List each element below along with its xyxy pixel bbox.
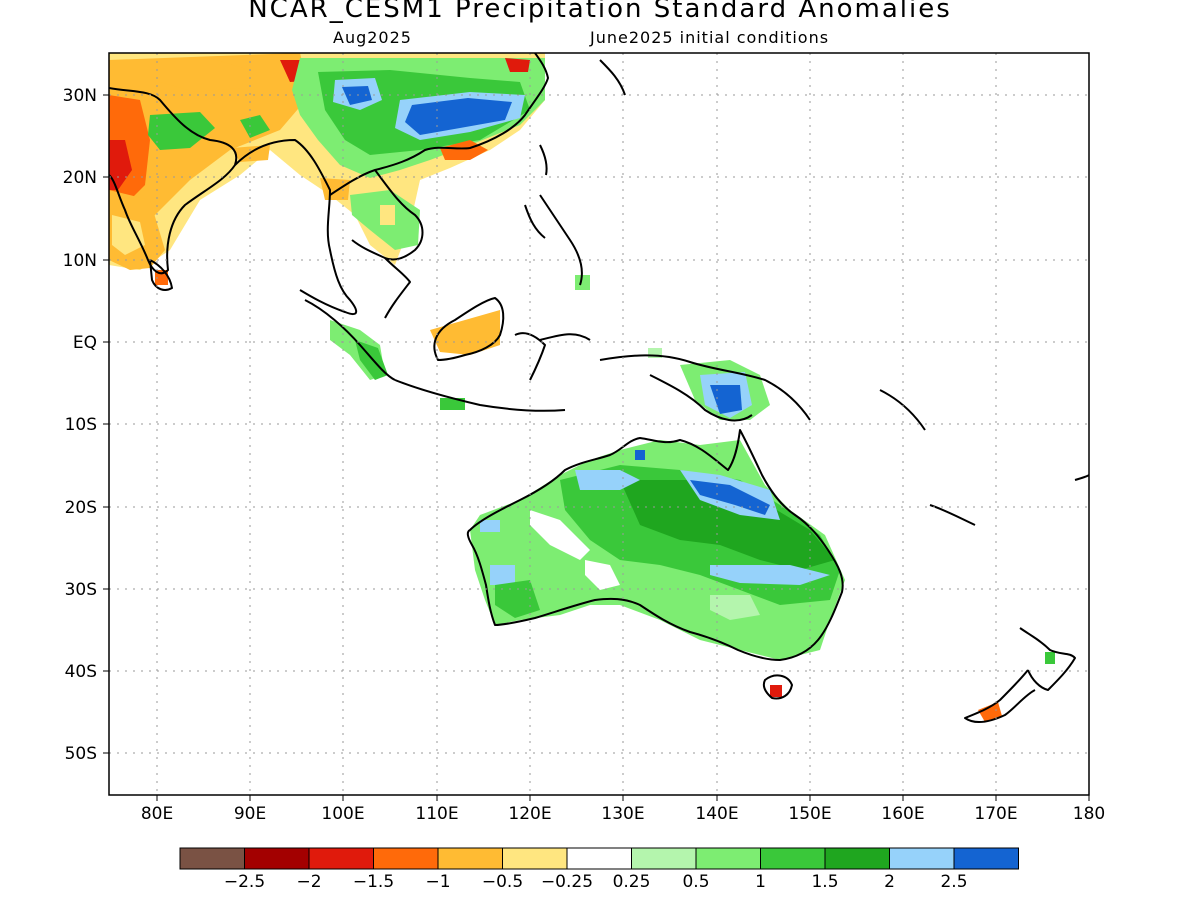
map-title: NCAR_CESM1 Precipitation Standard Anomal…	[248, 0, 952, 24]
legend-label: 0.25	[613, 872, 651, 892]
legend-swatch	[373, 847, 439, 870]
legend-swatch	[824, 847, 890, 870]
legend-label: −1.5	[353, 872, 394, 892]
lon-label: 140E	[695, 804, 738, 824]
lon-label: 150E	[788, 804, 831, 824]
legend-label: −2.5	[224, 872, 265, 892]
lat-label: 30N	[63, 86, 97, 106]
legend-swatch	[502, 847, 568, 870]
lon-label: 130E	[601, 804, 644, 824]
legend-label: 0.5	[682, 872, 709, 892]
maritime-anomalies	[330, 275, 770, 420]
lon-label: 180	[1073, 804, 1105, 824]
legend-swatch	[889, 847, 955, 870]
lon-label: 100E	[321, 804, 364, 824]
lon-label: 120E	[508, 804, 551, 824]
legend-swatch	[437, 847, 503, 870]
legend-swatch	[953, 847, 1019, 870]
new-zealand-anomalies	[978, 652, 1055, 722]
legend-label: −1	[425, 872, 450, 892]
lat-label: 50S	[65, 744, 97, 764]
lat-label: EQ	[73, 333, 97, 353]
lat-label: 10N	[63, 251, 97, 271]
lat-label: 30S	[65, 580, 97, 600]
lat-label: 20S	[65, 498, 97, 518]
lon-label: 160E	[881, 804, 924, 824]
legend-swatch	[244, 847, 310, 870]
legend-label: −0.25	[541, 872, 593, 892]
legend-swatch	[179, 847, 245, 870]
valid-month: Aug2025	[333, 28, 412, 47]
legend-label: 1.5	[811, 872, 838, 892]
legend-swatch	[760, 847, 826, 870]
australia-anomalies	[470, 440, 845, 697]
map-plot-area	[109, 53, 1089, 795]
legend-swatch	[631, 847, 697, 870]
graticule	[109, 53, 1089, 795]
lon-label: 80E	[141, 804, 173, 824]
legend-swatch	[308, 847, 374, 870]
legend-label: −0.5	[482, 872, 523, 892]
lat-label: 40S	[65, 662, 97, 682]
legend-label: 1	[755, 872, 766, 892]
legend-label: 2	[884, 872, 895, 892]
lat-label: 10S	[65, 415, 97, 435]
lon-label: 110E	[415, 804, 458, 824]
color-legend	[179, 847, 1019, 870]
legend-labels: −2.5 −2 −1.5 −1 −0.5 −0.25 0.25 0.5 1 1.5 2 2.5	[224, 872, 968, 892]
lat-label: 20N	[63, 168, 97, 188]
legend-label: 2.5	[940, 872, 967, 892]
legend-swatch	[566, 847, 632, 870]
lon-label: 90E	[234, 804, 266, 824]
coastlines	[109, 53, 1089, 723]
legend-label: −2	[296, 872, 321, 892]
lon-label: 170E	[974, 804, 1017, 824]
init-label: June2025 initial conditions	[590, 28, 830, 47]
tick-marks	[103, 94, 1090, 801]
asia-anomalies	[109, 53, 545, 270]
legend-swatch	[695, 847, 761, 870]
